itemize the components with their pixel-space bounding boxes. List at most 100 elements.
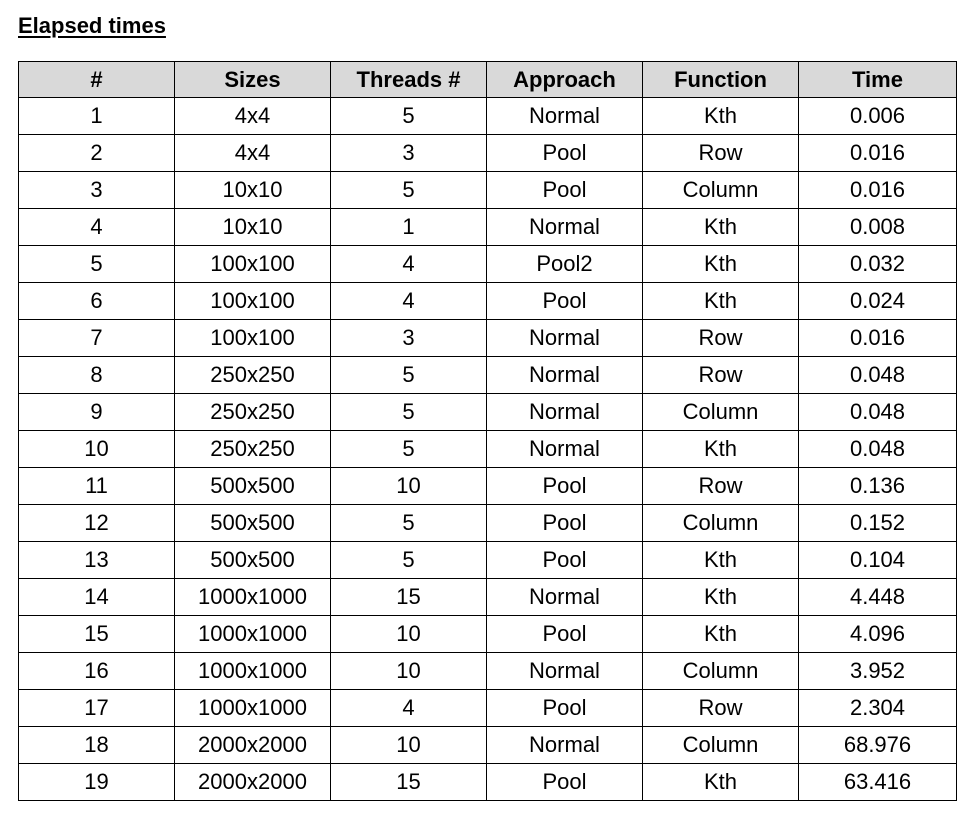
cell-number: 5 [18, 245, 175, 283]
cell-approach: Normal [486, 578, 643, 616]
cell-number: 16 [18, 652, 175, 690]
cell-threads: 4 [330, 282, 487, 320]
cell-number: 9 [18, 393, 175, 431]
cell-size: 1000x1000 [174, 578, 331, 616]
cell-threads: 4 [330, 245, 487, 283]
document-title: Elapsed times [18, 13, 166, 38]
cell-threads: 5 [330, 171, 487, 209]
cell-function: Column [642, 504, 799, 542]
cell-function: Kth [642, 97, 799, 135]
cell-approach: Pool [486, 763, 643, 801]
cell-threads: 15 [330, 578, 487, 616]
cell-time: 4.096 [798, 615, 957, 653]
column-header-time: Time [798, 61, 957, 98]
cell-size: 4x4 [174, 97, 331, 135]
cell-approach: Pool [486, 282, 643, 320]
cell-number: 4 [18, 208, 175, 246]
cell-time: 0.016 [798, 319, 957, 357]
cell-time: 0.048 [798, 393, 957, 431]
cell-size: 10x10 [174, 208, 331, 246]
cell-size: 2000x2000 [174, 726, 331, 764]
cell-size: 250x250 [174, 430, 331, 468]
cell-number: 12 [18, 504, 175, 542]
cell-number: 19 [18, 763, 175, 801]
cell-threads: 5 [330, 356, 487, 394]
cell-time: 0.048 [798, 356, 957, 394]
cell-number: 13 [18, 541, 175, 579]
table-row: 12 500x500 5 Pool Column 0.152 [18, 504, 957, 542]
table-body: 1 4x4 5 Normal Kth 0.006 2 4x4 3 Pool Row 0.016 3 10x… [18, 97, 957, 801]
cell-number: 6 [18, 282, 175, 320]
table-row: 1 4x4 5 Normal Kth 0.006 [18, 97, 957, 135]
cell-function: Kth [642, 208, 799, 246]
table-row: 19 2000x2000 15 Pool Kth 63.416 [18, 763, 957, 801]
table-row: 8 250x250 5 Normal Row 0.048 [18, 356, 957, 394]
table-row: 11 500x500 10 Pool Row 0.136 [18, 467, 957, 505]
cell-size: 250x250 [174, 393, 331, 431]
cell-size: 500x500 [174, 541, 331, 579]
cell-threads: 5 [330, 541, 487, 579]
table-header: # Sizes Threads # Approach Function Time [18, 61, 957, 98]
cell-time: 0.024 [798, 282, 957, 320]
table-row: 18 2000x2000 10 Normal Column 68.976 [18, 726, 957, 764]
cell-threads: 15 [330, 763, 487, 801]
cell-number: 8 [18, 356, 175, 394]
cell-threads: 10 [330, 726, 487, 764]
cell-size: 500x500 [174, 504, 331, 542]
table-row: 9 250x250 5 Normal Column 0.048 [18, 393, 957, 431]
cell-size: 250x250 [174, 356, 331, 394]
cell-approach: Normal [486, 319, 643, 357]
column-header-function: Function [642, 61, 799, 98]
table-row: 6 100x100 4 Pool Kth 0.024 [18, 282, 957, 320]
cell-size: 100x100 [174, 245, 331, 283]
cell-approach: Pool [486, 689, 643, 727]
cell-function: Kth [642, 578, 799, 616]
cell-time: 0.016 [798, 171, 957, 209]
cell-size: 2000x2000 [174, 763, 331, 801]
table-row: 14 1000x1000 15 Normal Kth 4.448 [18, 578, 957, 616]
cell-approach: Pool [486, 134, 643, 172]
table-row: 10 250x250 5 Normal Kth 0.048 [18, 430, 957, 468]
cell-threads: 10 [330, 652, 487, 690]
cell-time: 68.976 [798, 726, 957, 764]
cell-time: 0.008 [798, 208, 957, 246]
cell-function: Kth [642, 282, 799, 320]
table-row: 15 1000x1000 10 Pool Kth 4.096 [18, 615, 957, 653]
cell-function: Column [642, 652, 799, 690]
cell-approach: Normal [486, 97, 643, 135]
table-row: 5 100x100 4 Pool2 Kth 0.032 [18, 245, 957, 283]
cell-time: 0.032 [798, 245, 957, 283]
cell-time: 2.304 [798, 689, 957, 727]
cell-time: 63.416 [798, 763, 957, 801]
cell-threads: 5 [330, 97, 487, 135]
column-header-threads: Threads # [330, 61, 487, 98]
cell-size: 1000x1000 [174, 689, 331, 727]
cell-threads: 3 [330, 319, 487, 357]
cell-number: 17 [18, 689, 175, 727]
cell-time: 3.952 [798, 652, 957, 690]
cell-function: Row [642, 467, 799, 505]
cell-time: 0.136 [798, 467, 957, 505]
cell-number: 7 [18, 319, 175, 357]
cell-approach: Pool [486, 467, 643, 505]
cell-function: Kth [642, 763, 799, 801]
cell-approach: Normal [486, 726, 643, 764]
cell-threads: 5 [330, 504, 487, 542]
cell-size: 500x500 [174, 467, 331, 505]
cell-threads: 10 [330, 615, 487, 653]
cell-approach: Pool [486, 615, 643, 653]
cell-number: 3 [18, 171, 175, 209]
table-row: 13 500x500 5 Pool Kth 0.104 [18, 541, 957, 579]
cell-time: 0.006 [798, 97, 957, 135]
cell-function: Row [642, 689, 799, 727]
cell-time: 0.048 [798, 430, 957, 468]
cell-function: Column [642, 726, 799, 764]
cell-threads: 10 [330, 467, 487, 505]
cell-number: 14 [18, 578, 175, 616]
cell-function: Column [642, 171, 799, 209]
cell-number: 2 [18, 134, 175, 172]
header-row: # Sizes Threads # Approach Function Time [18, 61, 957, 98]
cell-approach: Normal [486, 208, 643, 246]
cell-number: 15 [18, 615, 175, 653]
cell-threads: 5 [330, 430, 487, 468]
